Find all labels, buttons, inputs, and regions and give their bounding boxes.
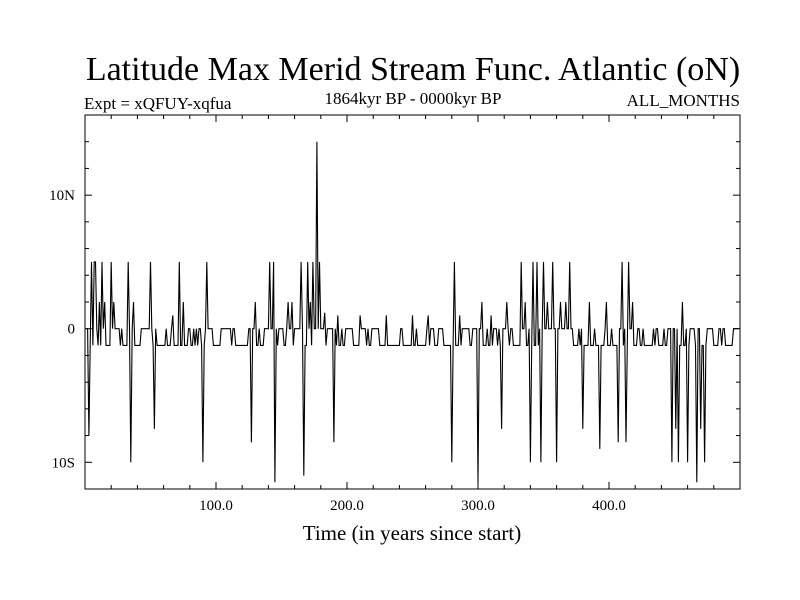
y-tick-label: 10S bbox=[52, 455, 75, 471]
subtitle-left: Expt = xQFUY-xqfua bbox=[84, 94, 232, 113]
x-tick-label: 100.0 bbox=[199, 498, 233, 514]
plot-area bbox=[86, 141, 739, 483]
x-axis-label: Time (in years since start) bbox=[303, 521, 522, 545]
subtitle-right: ALL_MONTHS bbox=[627, 91, 740, 110]
x-tick-label: 400.0 bbox=[592, 498, 626, 514]
y-tick-label: 0 bbox=[68, 322, 76, 338]
x-tick-label: 200.0 bbox=[330, 498, 364, 514]
y-tick-label: 10N bbox=[49, 188, 75, 204]
x-tick-label: 300.0 bbox=[461, 498, 495, 514]
plot-frame bbox=[84, 114, 741, 490]
axes: 100.0 200.0 300.0 400.0 10N 0 10S bbox=[49, 114, 740, 514]
subtitle-center: 1864kyr BP - 0000kyr BP bbox=[325, 89, 502, 108]
series-line bbox=[86, 141, 739, 483]
chart-title: Latitude Max Merid Stream Func. Atlantic… bbox=[86, 51, 740, 88]
